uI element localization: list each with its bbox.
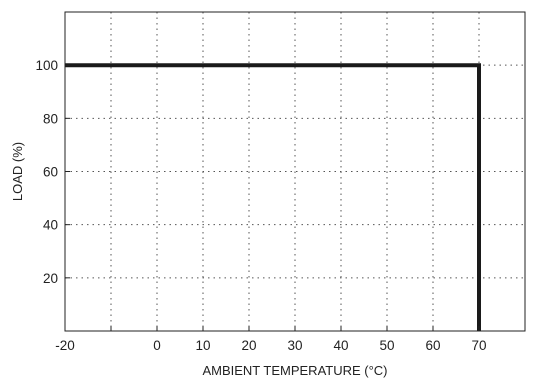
- grid-layer: [65, 12, 525, 331]
- y-tick-label: 40: [43, 218, 58, 233]
- derating-curve: [65, 63, 481, 331]
- x-tick-label: 20: [241, 338, 256, 353]
- tick-layer: [64, 64, 480, 331]
- x-tick-label: 50: [379, 338, 394, 353]
- x-tick-label: 10: [195, 338, 210, 353]
- label-layer: -20 0 10 20 30 40 50 60 70 20 40 60 80 100: [35, 58, 486, 353]
- y-tick-label: 60: [43, 165, 58, 180]
- series-layer: [65, 63, 481, 331]
- y-axis-title: LOAD (%): [10, 142, 25, 201]
- y-tick-label: 100: [35, 58, 58, 73]
- x-tick-label: 40: [333, 338, 348, 353]
- y-tick-label: 80: [43, 111, 58, 126]
- x-axis-title: AMBIENT TEMPERATURE (°C): [202, 363, 387, 378]
- x-tick-label: 60: [425, 338, 440, 353]
- x-tick-label: 0: [153, 338, 161, 353]
- x-tick-label: 70: [471, 338, 486, 353]
- x-tick-label: -20: [55, 338, 75, 353]
- x-tick-label: 30: [287, 338, 302, 353]
- y-tick-label: 20: [43, 271, 58, 286]
